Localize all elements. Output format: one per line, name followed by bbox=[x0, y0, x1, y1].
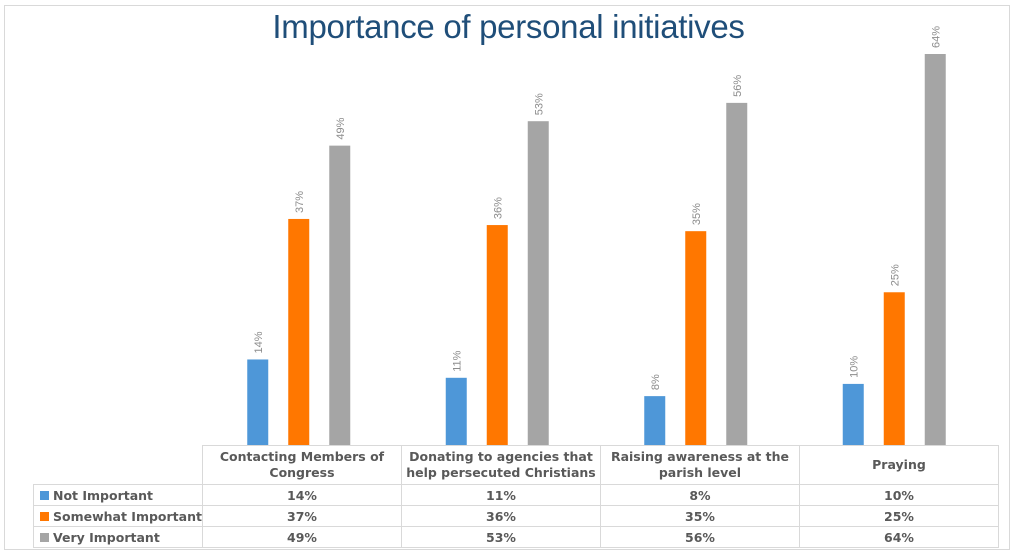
table-cell: 8% bbox=[599, 484, 800, 506]
bar-not-important-raising-awareness-at-the-parish-level bbox=[644, 396, 666, 445]
legend-entry-somewhat-important: Somewhat Important bbox=[33, 505, 203, 527]
data-label-not-important-raising-awareness-at-the-parish-level: 8% bbox=[650, 374, 662, 390]
bar-somewhat-important-contacting-members-of-congress bbox=[288, 218, 310, 445]
table-cell: 36% bbox=[400, 505, 601, 527]
bar-very-important-raising-awareness-at-the-parish-level bbox=[726, 102, 748, 445]
data-table-header-row: Contacting Members of Congress Donating t… bbox=[33, 445, 999, 485]
table-cell: 53% bbox=[400, 526, 601, 548]
data-label-not-important-contacting-members-of-congress: 14% bbox=[253, 331, 265, 353]
data-label-very-important-contacting-members-of-congress: 49% bbox=[335, 117, 347, 139]
table-cell: 49% bbox=[201, 526, 402, 548]
bar-somewhat-important-donating-to-agencies-that-help-persecuted-christians bbox=[486, 225, 508, 445]
legend-entry-not-important: Not Important bbox=[33, 484, 203, 506]
data-label-not-important-praying: 10% bbox=[848, 356, 860, 378]
chart-title: Importance of personal initiatives bbox=[272, 8, 745, 45]
data-label-somewhat-important-raising-awareness-at-the-parish-level: 35% bbox=[691, 203, 703, 225]
table-cell: 37% bbox=[201, 505, 402, 527]
data-table-row-not-important: Not Important 14% 11% 8% 10% bbox=[33, 484, 999, 506]
bar-very-important-donating-to-agencies-that-help-persecuted-christians bbox=[527, 121, 549, 445]
bar-somewhat-important-raising-awareness-at-the-parish-level bbox=[685, 231, 707, 445]
data-label-very-important-praying: 64% bbox=[930, 26, 942, 48]
data-table-corner bbox=[33, 445, 203, 485]
legend-swatch-gray bbox=[40, 532, 49, 542]
category-header: Praying bbox=[798, 445, 999, 485]
category-header: Raising awareness at the parish level bbox=[599, 445, 800, 485]
data-label-somewhat-important-contacting-members-of-congress: 37% bbox=[294, 191, 306, 213]
bar-not-important-contacting-members-of-congress bbox=[247, 359, 269, 445]
table-cell: 11% bbox=[400, 484, 601, 506]
legend-entry-very-important: Very Important bbox=[33, 526, 203, 548]
table-cell: 14% bbox=[201, 484, 402, 506]
data-label-not-important-donating-to-agencies-that-help-persecuted-christians: 11% bbox=[451, 350, 463, 371]
data-table: Contacting Members of Congress Donating t… bbox=[33, 445, 999, 548]
legend-swatch-blue bbox=[40, 490, 49, 500]
table-cell: 35% bbox=[599, 505, 800, 527]
bar-not-important-praying bbox=[842, 383, 864, 445]
data-label-somewhat-important-donating-to-agencies-that-help-persecuted-christians: 36% bbox=[492, 197, 504, 219]
bar-very-important-praying bbox=[924, 54, 946, 445]
bar-somewhat-important-praying bbox=[883, 292, 905, 445]
data-table-row-very-important: Very Important 49% 53% 56% 64% bbox=[33, 526, 999, 548]
data-label-very-important-raising-awareness-at-the-parish-level: 56% bbox=[732, 75, 744, 97]
category-header: Donating to agencies that help persecuted… bbox=[400, 445, 601, 485]
table-cell: 25% bbox=[798, 505, 999, 527]
bar-very-important-contacting-members-of-congress bbox=[329, 145, 351, 445]
data-label-very-important-donating-to-agencies-that-help-persecuted-christians: 53% bbox=[533, 93, 545, 115]
table-cell: 56% bbox=[599, 526, 800, 548]
table-cell: 64% bbox=[798, 526, 999, 548]
data-table-row-somewhat-important: Somewhat Important 37% 36% 35% 25% bbox=[33, 505, 999, 527]
bar-not-important-donating-to-agencies-that-help-persecuted-christians bbox=[445, 377, 467, 445]
legend-swatch-orange bbox=[40, 511, 49, 521]
data-label-somewhat-important-praying: 25% bbox=[889, 264, 901, 286]
category-header: Contacting Members of Congress bbox=[201, 445, 402, 485]
table-cell: 10% bbox=[798, 484, 999, 506]
